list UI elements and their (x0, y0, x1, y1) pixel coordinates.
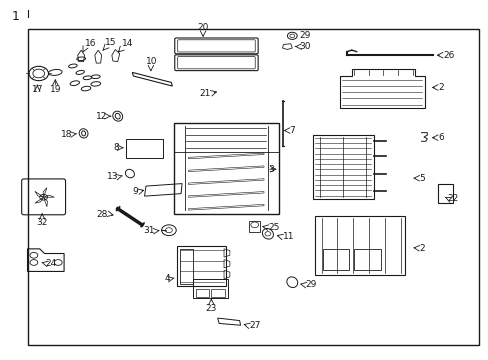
Text: 21: 21 (199, 89, 210, 98)
Bar (211, 289, 224, 297)
Text: 9: 9 (132, 187, 138, 196)
Text: 17: 17 (31, 85, 43, 94)
Bar (322, 249, 348, 270)
Bar (315, 216, 405, 275)
Text: 28: 28 (97, 210, 108, 219)
Bar (353, 249, 380, 270)
Bar (195, 289, 209, 297)
Text: 3: 3 (267, 165, 273, 174)
Text: 25: 25 (267, 223, 279, 232)
Text: 1: 1 (11, 10, 19, 23)
Text: 14: 14 (122, 39, 133, 48)
Text: 2: 2 (438, 83, 443, 92)
Bar (27, 30, 478, 345)
Text: 22: 22 (447, 194, 458, 203)
Text: 5: 5 (418, 174, 424, 183)
Text: 7: 7 (289, 126, 294, 135)
Text: 16: 16 (84, 39, 96, 48)
Text: 11: 11 (282, 232, 293, 241)
Text: 19: 19 (49, 85, 61, 94)
Text: 31: 31 (142, 226, 154, 235)
Bar (193, 279, 228, 298)
Text: 32: 32 (37, 219, 48, 228)
Text: 29: 29 (305, 280, 316, 289)
Text: 18: 18 (61, 130, 73, 139)
Bar (177, 246, 225, 286)
Text: 29: 29 (299, 31, 310, 40)
Bar (249, 221, 260, 232)
Bar (179, 249, 193, 284)
Text: 8: 8 (113, 143, 119, 152)
Bar (437, 184, 452, 203)
Text: 26: 26 (443, 51, 454, 60)
Bar (312, 135, 373, 199)
Text: 20: 20 (197, 23, 208, 32)
Text: 23: 23 (205, 305, 217, 314)
Bar (173, 123, 278, 214)
Bar (126, 139, 163, 158)
Text: 15: 15 (105, 38, 116, 47)
Text: 2: 2 (418, 244, 424, 253)
Text: 6: 6 (438, 133, 444, 142)
Text: 4: 4 (164, 274, 170, 283)
Text: 30: 30 (299, 42, 310, 51)
Text: 24: 24 (45, 259, 57, 268)
Text: 27: 27 (249, 321, 260, 330)
Text: 12: 12 (96, 112, 107, 121)
Text: 10: 10 (146, 57, 157, 66)
Text: 13: 13 (107, 172, 119, 181)
